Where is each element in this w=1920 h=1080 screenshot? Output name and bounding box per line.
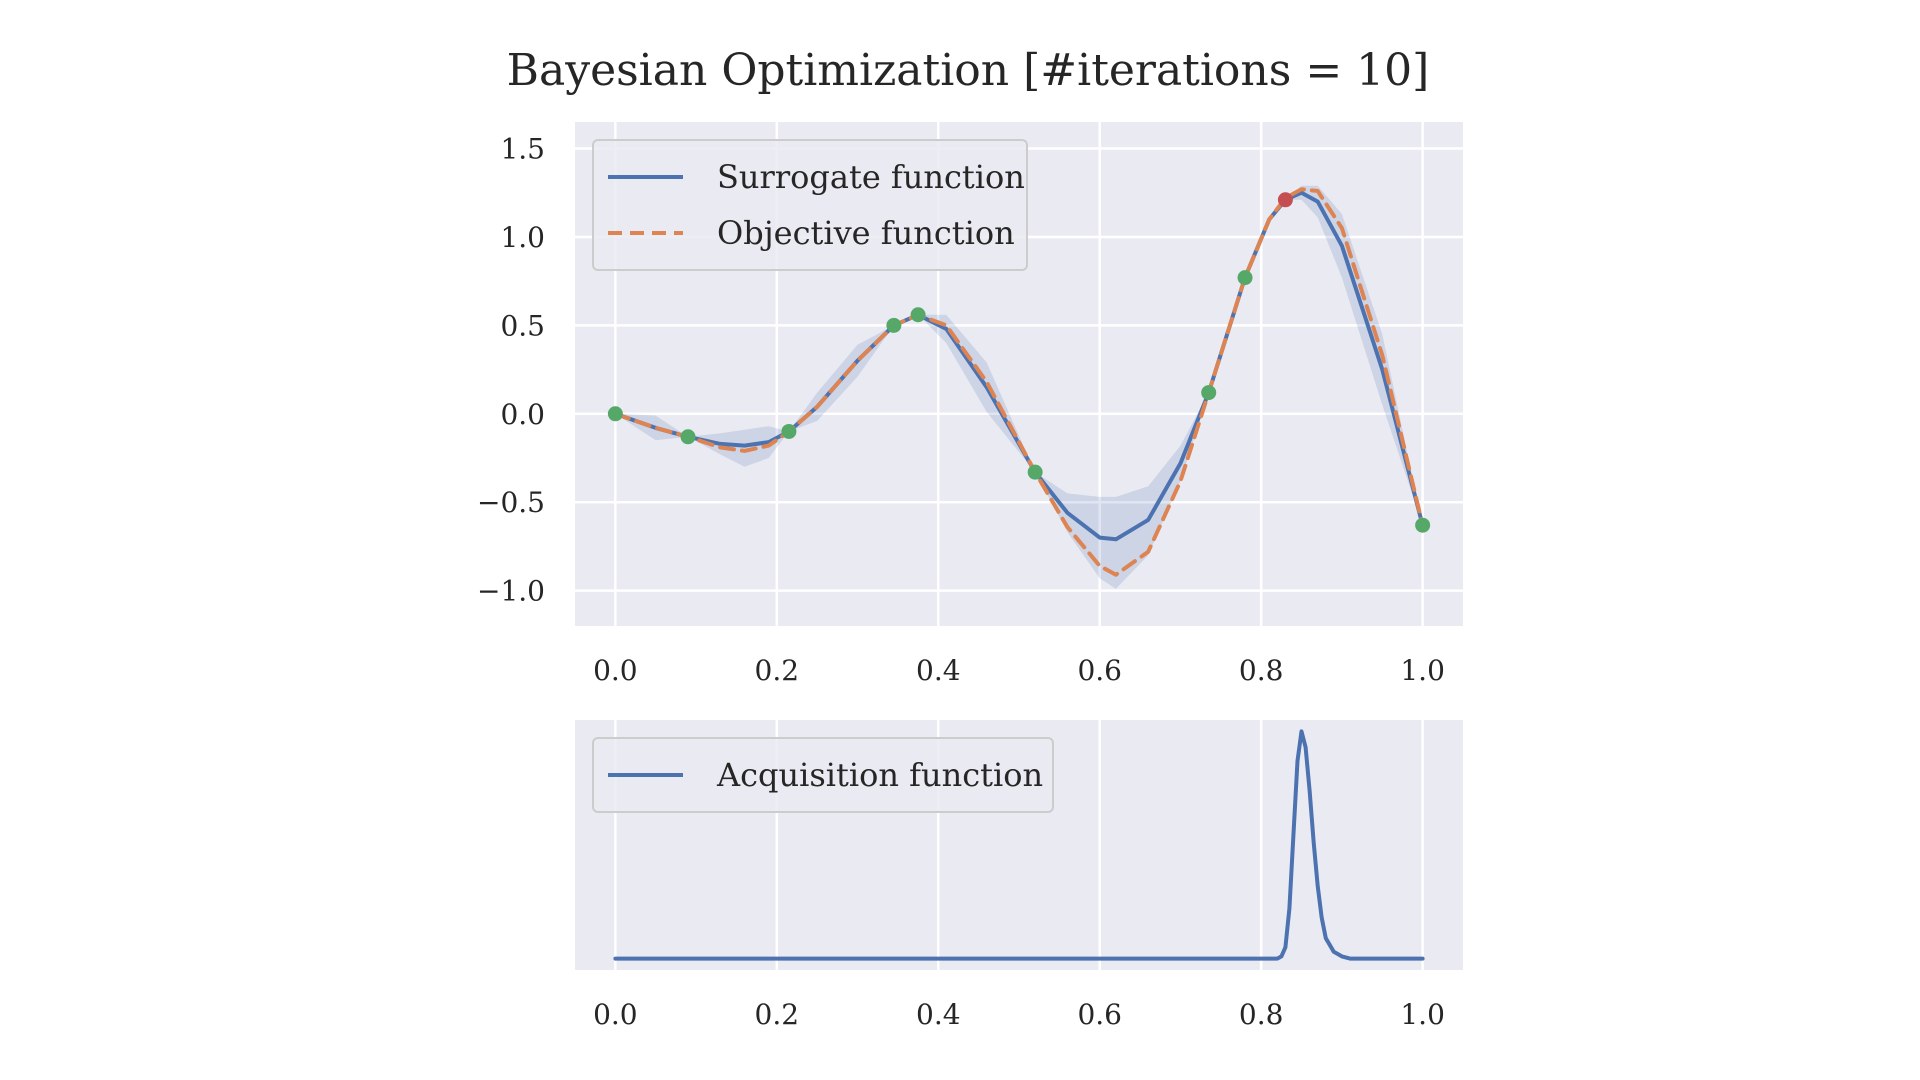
legend-label: Surrogate function xyxy=(717,158,1025,196)
surrogate-function-line xyxy=(613,190,1425,542)
chart-title: Bayesian Optimization [#iterations = 10] xyxy=(507,45,1430,96)
x-tick-label: 1.0 xyxy=(1400,998,1445,1031)
sample-point xyxy=(910,307,926,323)
y-tick-label: 1.0 xyxy=(500,221,545,254)
sample-point xyxy=(1415,517,1431,533)
x-tick-label: 0.0 xyxy=(593,654,638,687)
legend-box xyxy=(592,139,1028,271)
y-tick-label: −1.0 xyxy=(477,575,545,608)
acquisition-plot-panel: 0.0 0.2 0.4 0.6 0.8 1.0 Acquisition function xyxy=(575,720,1463,1031)
sample-point xyxy=(680,429,696,445)
y-tick-label: 1.5 xyxy=(500,133,545,166)
acquisition-function-line xyxy=(613,729,1425,961)
sample-point xyxy=(1237,270,1253,286)
x-tick-label: 0.6 xyxy=(1077,998,1122,1031)
x-tick-label: 0.4 xyxy=(916,654,961,687)
x-tick-label: 0.2 xyxy=(755,998,800,1031)
y-tick-label: 0.5 xyxy=(500,309,545,342)
legend: Acquisition function xyxy=(592,737,1054,813)
x-tick-label: 0.8 xyxy=(1239,654,1284,687)
x-tick-label: 1.0 xyxy=(1400,654,1445,687)
sample-point xyxy=(1027,464,1043,480)
next-sample-point xyxy=(1277,192,1293,208)
y-tick-label: 0.0 xyxy=(500,398,545,431)
x-tick-label: 0.6 xyxy=(1077,654,1122,687)
top-plot-panel: 0.0 0.2 0.4 0.6 0.8 1.0 1.5 1.0 0.5 0.0 −0.5 −1.0 Su… xyxy=(477,122,1463,687)
sample-point xyxy=(886,317,902,333)
sample-point xyxy=(781,423,797,439)
sample-point xyxy=(1201,385,1217,401)
legend-label: Objective function xyxy=(717,214,1015,252)
x-tick-label: 0.0 xyxy=(593,998,638,1031)
y-tick-label: −0.5 xyxy=(477,486,545,519)
x-tick-label: 0.8 xyxy=(1239,998,1284,1031)
objective-function-line xyxy=(613,187,1425,577)
legend-box xyxy=(592,737,1054,813)
x-tick-label: 0.4 xyxy=(916,998,961,1031)
x-tick-label: 0.2 xyxy=(755,654,800,687)
legend-label: Acquisition function xyxy=(716,756,1043,794)
legend: Surrogate function Objective function xyxy=(592,139,1028,271)
sample-point xyxy=(607,406,623,422)
